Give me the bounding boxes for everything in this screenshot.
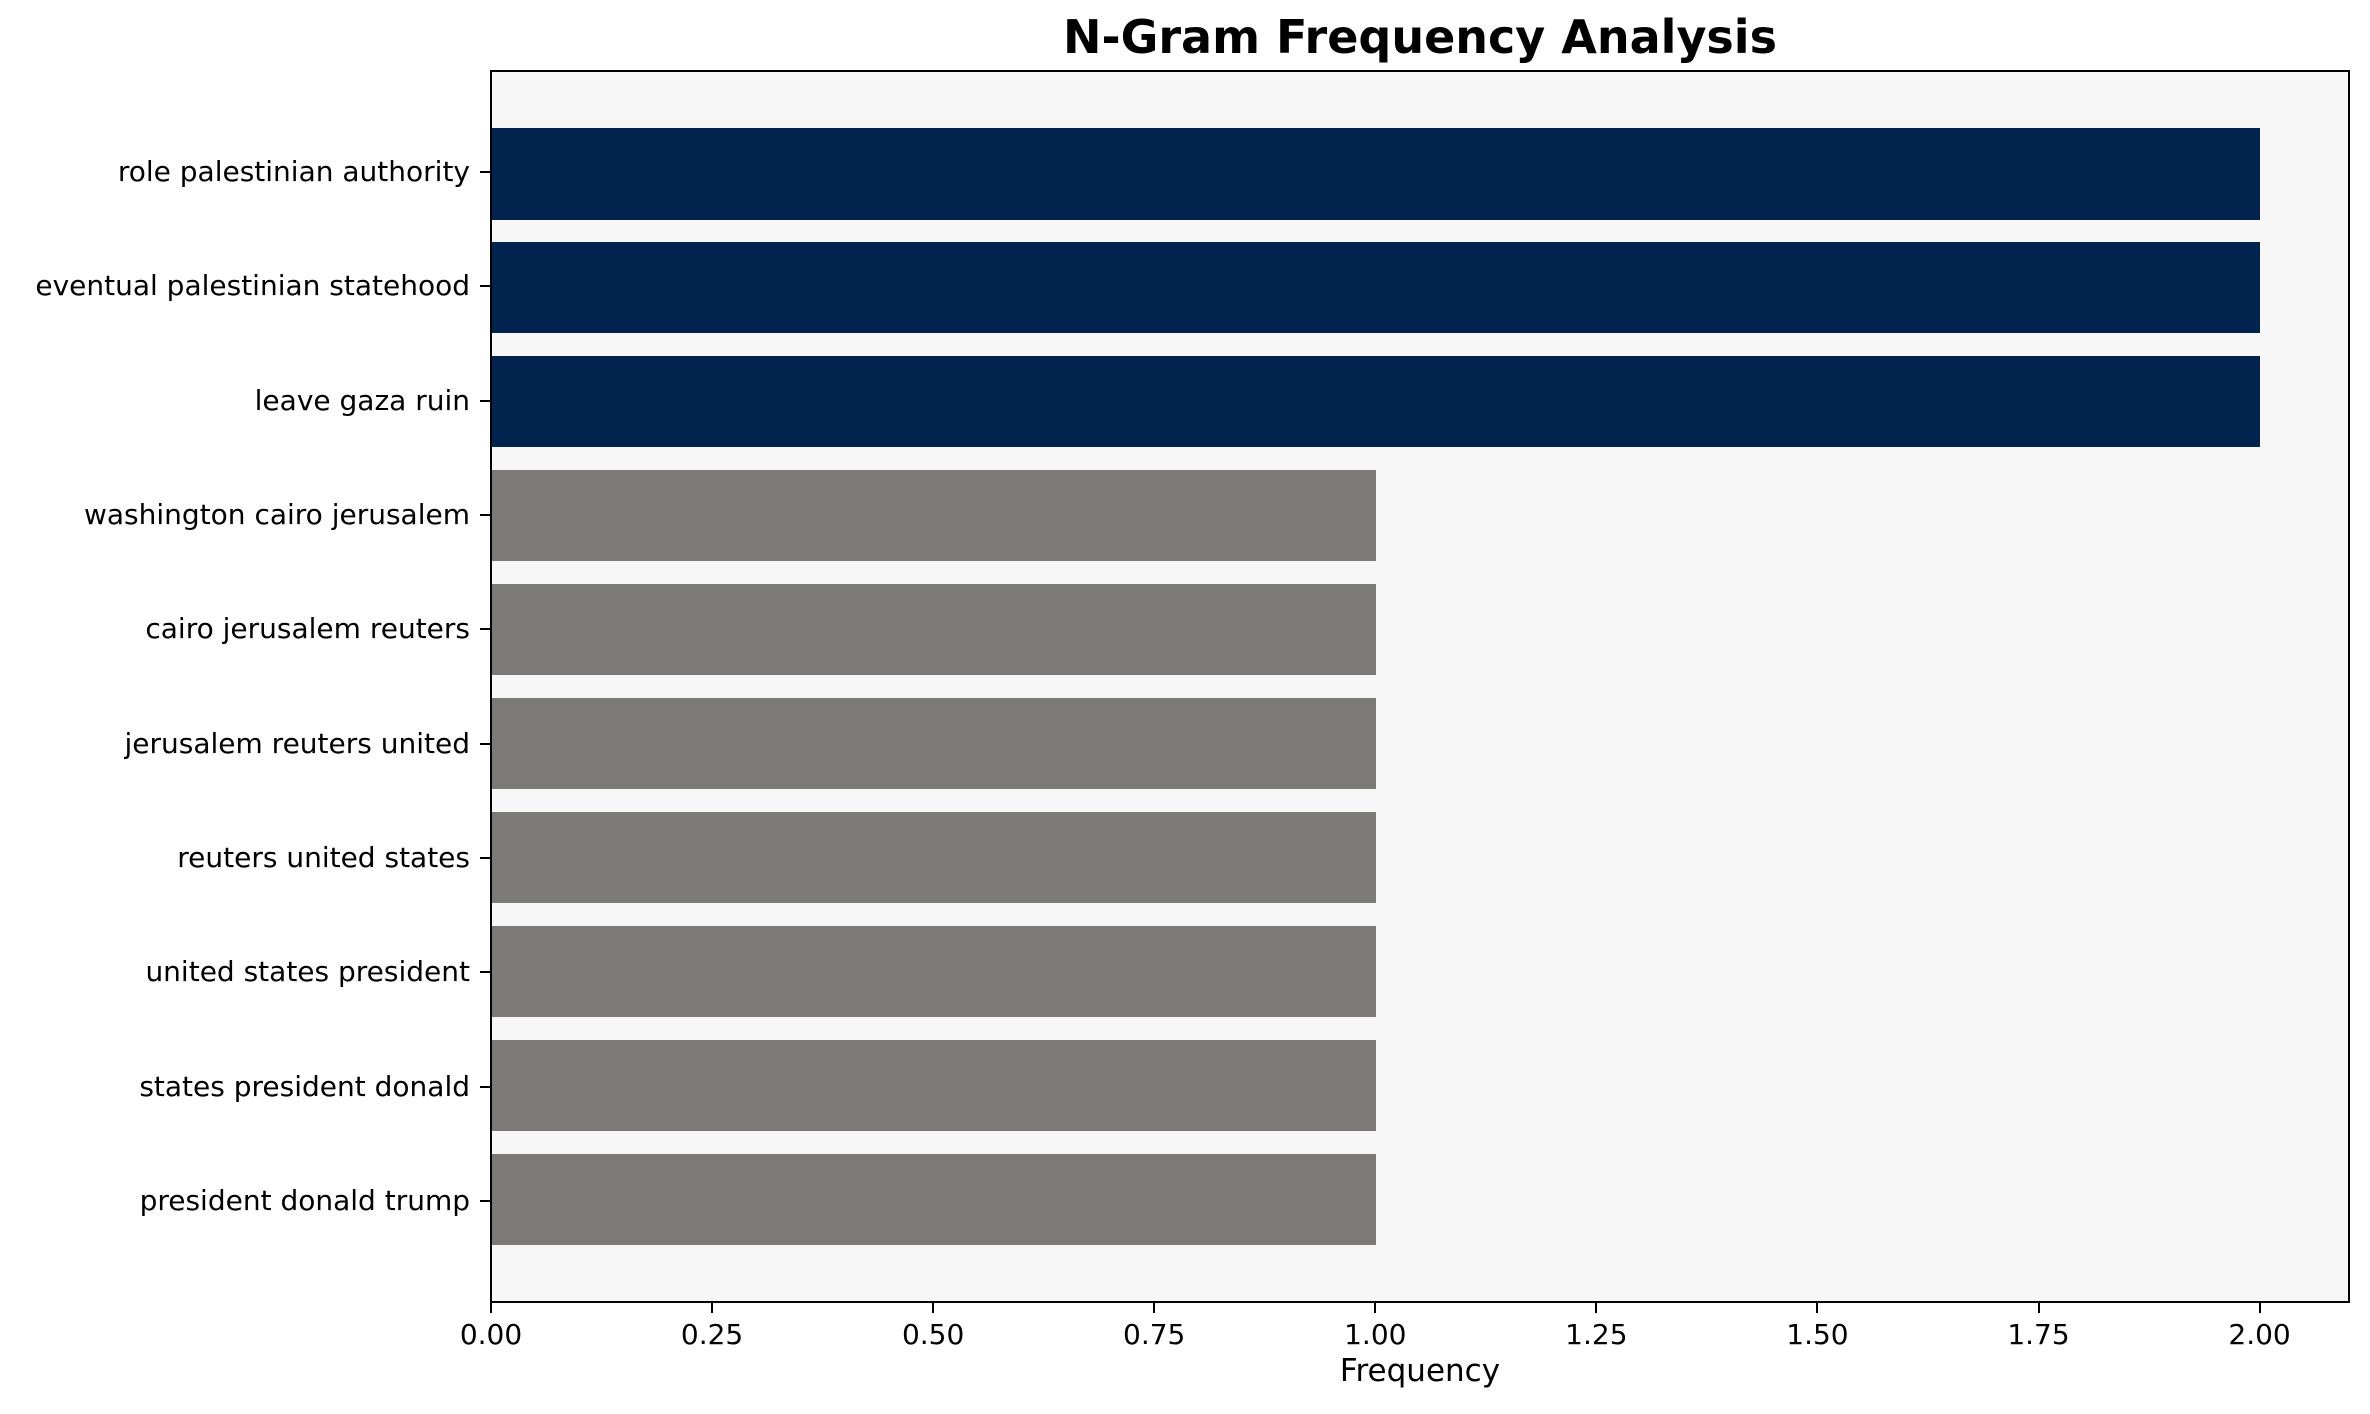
y-tick-mark [480, 971, 490, 974]
x-tick-mark [1595, 1303, 1598, 1313]
x-axis-title: Frequency [1339, 1353, 1501, 1389]
chart-row [492, 459, 2348, 573]
y-tick-mark [480, 399, 490, 402]
x-tick-label: 0.50 [901, 1318, 965, 1351]
x-tick-label: 2.00 [2228, 1318, 2291, 1351]
y-tick-mark [480, 514, 490, 517]
x-tick-mark [2258, 1303, 2261, 1313]
y-tick-mark [480, 171, 490, 174]
x-tick-mark [1816, 1303, 1819, 1313]
x-tick-label: 1.00 [1344, 1318, 1407, 1351]
y-tick-mark [480, 1199, 490, 1202]
y-tick-label: united states president [145, 955, 470, 989]
y-tick-label: role palestinian authority [117, 155, 470, 189]
y-tick-mark [480, 628, 490, 631]
bar-united-states-president [492, 925, 1376, 1017]
x-tick-mark [490, 1303, 492, 1313]
chart-row [492, 1028, 2348, 1142]
chart-row [492, 231, 2348, 345]
x-tick-label: 0.00 [459, 1318, 523, 1351]
y-tick-mark [480, 742, 490, 745]
x-tick-mark [2037, 1303, 2040, 1313]
y-tick-label: reuters united states [177, 840, 470, 874]
bar-eventual-palestinian-statehood [492, 242, 2260, 334]
x-tick-label: 1.50 [1786, 1318, 1849, 1351]
x-tick-label: 1.75 [2007, 1318, 2070, 1351]
chart-row [492, 914, 2348, 1028]
x-tick-label: 0.75 [1123, 1318, 1186, 1351]
x-tick-mark [932, 1303, 935, 1313]
bar-reuters-united-states [492, 811, 1376, 903]
bar-rows [492, 117, 2348, 1256]
chart-row [492, 345, 2348, 459]
y-tick-marks [480, 115, 490, 1258]
chart-row [492, 1142, 2348, 1256]
bar-president-donald-trump [492, 1153, 1376, 1245]
y-tick-label: eventual palestinian statehood [35, 269, 470, 303]
y-tick-label: president donald trump [139, 1183, 470, 1217]
chart-row [492, 800, 2348, 914]
bar-leave-gaza-ruin [492, 356, 2260, 448]
x-tick-mark [1153, 1303, 1156, 1313]
y-tick-mark [480, 285, 490, 288]
x-tick-label: 0.25 [680, 1318, 744, 1351]
y-tick-label: leave gaza ruin [254, 383, 470, 417]
bar-cairo-jerusalem-reuters [492, 584, 1376, 676]
plot-area [490, 70, 2350, 1303]
bar-jerusalem-reuters-united [492, 697, 1376, 790]
y-tick-label: cairo jerusalem reuters [145, 612, 470, 646]
chart-title: N-Gram Frequency Analysis [1063, 10, 1777, 64]
bar-role-palestinian-authority [492, 128, 2260, 220]
bar-states-president-donald [492, 1039, 1376, 1131]
bar-washington-cairo-jerusalem [492, 470, 1376, 562]
y-tick-mark [480, 856, 490, 859]
chart-row [492, 573, 2348, 687]
y-tick-label: states president donald [139, 1069, 470, 1103]
y-tick-label: washington cairo jerusalem [84, 498, 470, 532]
x-tick-mark [711, 1303, 714, 1313]
chart-row [492, 687, 2348, 801]
y-tick-mark [480, 1085, 490, 1088]
chart-row [492, 117, 2348, 231]
x-axis: 0.00 0.25 0.50 0.75 1.00 1.25 1.50 1.75 2.00 [460, 1303, 2348, 1373]
y-axis-labels: role palestinian authority eventual pales… [0, 115, 470, 1258]
y-tick-label: jerusalem reuters united [124, 726, 470, 760]
x-tick-mark [1374, 1303, 1377, 1313]
x-tick-label: 1.25 [1565, 1318, 1628, 1351]
